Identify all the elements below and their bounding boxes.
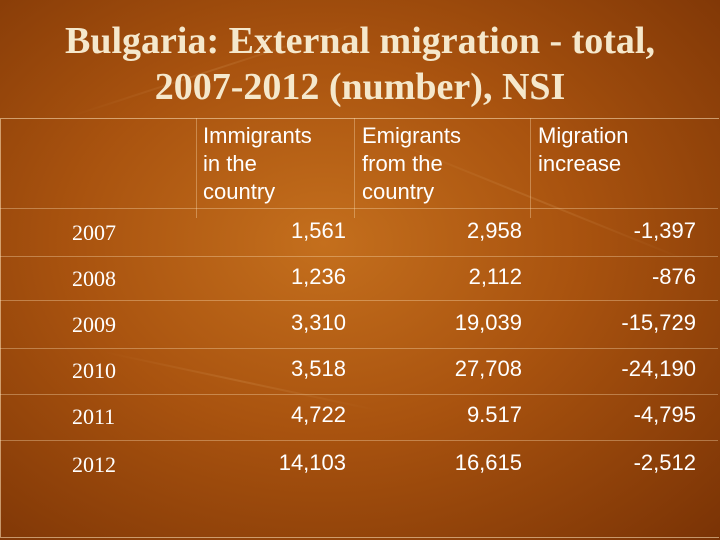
immigrants-value: 4,722: [290, 402, 346, 427]
immigrants-value: 1,561: [290, 218, 346, 243]
table-row: 2010 3,518 27,708 -24,190: [0, 344, 718, 394]
row-divider: [0, 440, 718, 441]
table-row: 2008 1,236 2,112 -876: [0, 252, 718, 302]
table-row: 2007 1,561 2,958 -1,397: [0, 206, 718, 256]
table-row: 2009 3,310 19,039 -15,729: [0, 298, 718, 348]
row-year: 2011: [72, 404, 116, 429]
row-divider: [0, 300, 718, 301]
header-immigrants-line: country: [203, 179, 276, 204]
row-year: 2009: [72, 312, 116, 337]
table-row: 2011 4,722 9.517 -4,795: [0, 390, 718, 440]
header-immigrants-line: Immigrants: [203, 123, 312, 148]
immigrants-value: 14,103: [278, 450, 346, 475]
table-row: 2012 14,103 16,615 -2,512: [0, 438, 718, 488]
increase-value: -2,512: [633, 450, 696, 475]
header-increase: Migration increase: [538, 122, 628, 178]
column-divider: [530, 118, 531, 218]
increase-value: -24,190: [621, 356, 696, 381]
header-emigrants-line: country: [362, 179, 435, 204]
header-emigrants-line: from the: [362, 151, 443, 176]
emigrants-value: 2,112: [468, 264, 522, 289]
row-year: 2012: [72, 452, 116, 477]
header-emigrants-line: Emigrants: [362, 123, 462, 148]
header-immigrants: Immigrants in the country: [203, 122, 312, 206]
row-divider: [0, 256, 718, 257]
row-year: 2008: [72, 266, 116, 291]
immigrants-value: 3,518: [290, 356, 346, 381]
header-increase-line: increase: [538, 151, 622, 176]
column-divider: [196, 118, 197, 218]
header-immigrants-line: in the: [203, 151, 257, 176]
increase-value: -4,795: [633, 402, 696, 427]
emigrants-value: 16,615: [454, 450, 522, 475]
increase-value: -876: [651, 264, 696, 289]
emigrants-value: 2,958: [466, 218, 522, 243]
header-emigrants: Emigrants from the country: [362, 122, 461, 206]
slide-title: Bulgaria: External migration - total, 20…: [0, 18, 720, 110]
emigrants-value: 9.517: [466, 402, 522, 427]
increase-value: -15,729: [621, 310, 696, 335]
header-increase-line: Migration: [538, 123, 629, 148]
title-line-1: Bulgaria: External migration - total,: [65, 20, 655, 62]
migration-table: [0, 118, 719, 538]
row-year: 2007: [72, 220, 116, 245]
row-divider: [0, 208, 718, 209]
emigrants-value: 27,708: [454, 356, 522, 381]
increase-value: -1,397: [633, 218, 696, 243]
immigrants-value: 1,236: [290, 264, 346, 289]
row-divider: [0, 348, 718, 349]
immigrants-value: 3,310: [290, 310, 346, 335]
row-year: 2010: [72, 358, 116, 383]
emigrants-value: 19,039: [454, 310, 522, 335]
row-divider: [0, 394, 718, 395]
column-divider: [354, 118, 355, 218]
title-line-2: 2007-2012 (number), NSI: [154, 66, 566, 108]
